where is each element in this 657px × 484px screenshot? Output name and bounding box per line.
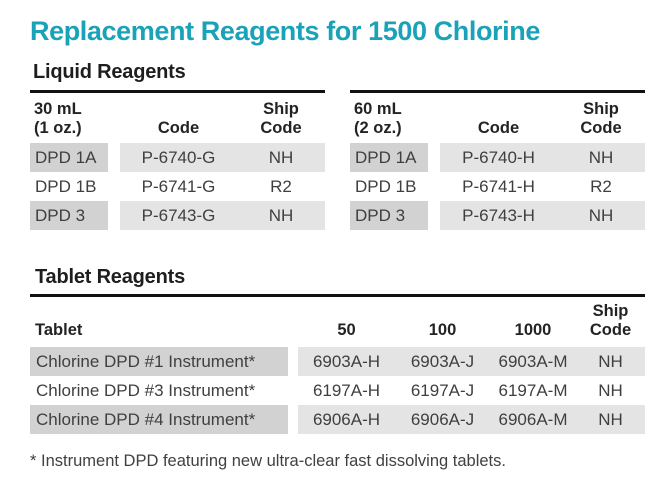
table-row: DPD 1B P-6741-G R2 (30, 172, 325, 201)
cell-code-qty-1000: 6906A-M (490, 405, 576, 434)
cell-catalog-code: P-6740-G (120, 143, 237, 172)
ship-line-2: Code (260, 119, 302, 137)
cell-code-qty-100: 6903A-J (395, 347, 490, 376)
cell-catalog-code: P-6741-H (462, 176, 535, 196)
header-ship-cell: Ship Code (237, 100, 325, 138)
tablet-table: Tablet Reagents Tablet 50 100 1000 Ship … (30, 266, 645, 434)
header-qty-1000-cell: 1000 (514, 321, 552, 339)
table-header-row: Tablet 50 100 1000 Ship Code (30, 297, 645, 347)
header-qty-100-cell: 100 (428, 321, 457, 339)
header-size-cell: 30 mL (1 oz.) (30, 100, 120, 138)
column-gap (428, 201, 440, 230)
header-size-cell: 60 mL (2 oz.) (350, 100, 440, 138)
table-header-row: 30 mL (1 oz.) Code Ship Code (30, 90, 325, 143)
size-line-2: (1 oz.) (34, 119, 82, 137)
size-line-2: (2 oz.) (354, 119, 402, 137)
cell-reagent-name: DPD 3 (350, 201, 428, 230)
cell-code-qty-50: 6903A-H (298, 347, 395, 376)
cell-ship-code: NH (598, 380, 623, 400)
cell-catalog-code: P-6743-H (440, 201, 557, 230)
column-gap (288, 405, 298, 434)
cell-code-qty-1000: 6903A-M (490, 347, 576, 376)
cell-ship-code: NH (557, 201, 645, 230)
cell-ship-code: R2 (590, 176, 612, 196)
cell-code-qty-100: 6906A-J (395, 405, 490, 434)
table-row: DPD 3 P-6743-H NH (350, 201, 645, 230)
header-ship-cell: Ship Code (576, 302, 645, 340)
ship-line-1: Ship (263, 100, 299, 118)
cell-ship-code: NH (237, 201, 325, 230)
cell-tablet-name: Chlorine DPD #3 Instrument* (36, 380, 256, 400)
size-line-1: 30 mL (34, 100, 82, 118)
cell-reagent-name: DPD 3 (30, 201, 108, 230)
cell-code-qty-1000: 6197A-M (498, 380, 568, 400)
cell-catalog-code: P-6741-G (141, 176, 216, 196)
section-heading-liquid: Liquid Reagents (33, 61, 186, 83)
ship-line-2: Code (589, 321, 632, 339)
table-header-row: 60 mL (2 oz.) Code Ship Code (350, 90, 645, 143)
ship-line-2: Code (580, 119, 622, 137)
cell-catalog-code: P-6740-H (440, 143, 557, 172)
footnote: * Instrument DPD featuring new ultra-cle… (30, 452, 506, 470)
liquid-table-60ml: 60 mL (2 oz.) Code Ship Code DPD 1A P-67… (350, 90, 645, 230)
liquid-tables-group: 30 mL (1 oz.) Code Ship Code DPD 1A P-67… (30, 90, 657, 230)
cell-reagent-name: DPD 1A (350, 143, 428, 172)
cell-ship-code: R2 (270, 176, 292, 196)
cell-code-qty-100: 6197A-J (410, 380, 475, 400)
column-gap (108, 172, 120, 201)
cell-ship-code: NH (557, 143, 645, 172)
cell-reagent-name: DPD 1B (355, 176, 417, 196)
column-gap (288, 376, 298, 405)
cell-ship-code: NH (576, 405, 645, 434)
liquid-table-30ml: 30 mL (1 oz.) Code Ship Code DPD 1A P-67… (30, 90, 325, 230)
size-line-1: 60 mL (354, 100, 402, 118)
section-heading-tablet: Tablet Reagents (30, 266, 645, 297)
table-row: Chlorine DPD #4 Instrument* 6906A-H 6906… (30, 405, 645, 434)
table-row: DPD 1A P-6740-G NH (30, 143, 325, 172)
cell-catalog-code: P-6743-G (120, 201, 237, 230)
cell-ship-code: NH (237, 143, 325, 172)
ship-line-1: Ship (592, 302, 629, 320)
cell-tablet-name: Chlorine DPD #4 Instrument* (30, 405, 288, 434)
page-title: Replacement Reagents for 1500 Chlorine (30, 16, 540, 46)
column-gap (288, 347, 298, 376)
column-gap (108, 143, 120, 172)
column-gap (428, 143, 440, 172)
header-ship-cell: Ship Code (557, 100, 645, 138)
column-gap (428, 172, 440, 201)
cell-tablet-name: Chlorine DPD #1 Instrument* (30, 347, 288, 376)
table-row: DPD 1B P-6741-H R2 (350, 172, 645, 201)
table-row: Chlorine DPD #1 Instrument* 6903A-H 6903… (30, 347, 645, 376)
ship-line-1: Ship (583, 100, 619, 118)
header-qty-50-cell: 50 (337, 321, 356, 339)
cell-code-qty-50: 6906A-H (298, 405, 395, 434)
table-row: Chlorine DPD #3 Instrument* 6197A-H 6197… (30, 376, 645, 405)
table-row: DPD 3 P-6743-G NH (30, 201, 325, 230)
header-code-cell: Code (477, 119, 520, 137)
header-code-cell: Code (157, 119, 200, 137)
table-row: DPD 1A P-6740-H NH (350, 143, 645, 172)
cell-code-qty-50: 6197A-H (312, 380, 381, 400)
cell-reagent-name: DPD 1A (30, 143, 108, 172)
cell-reagent-name: DPD 1B (35, 176, 97, 196)
header-tablet-cell: Tablet (35, 321, 83, 339)
column-gap (108, 201, 120, 230)
cell-ship-code: NH (576, 347, 645, 376)
